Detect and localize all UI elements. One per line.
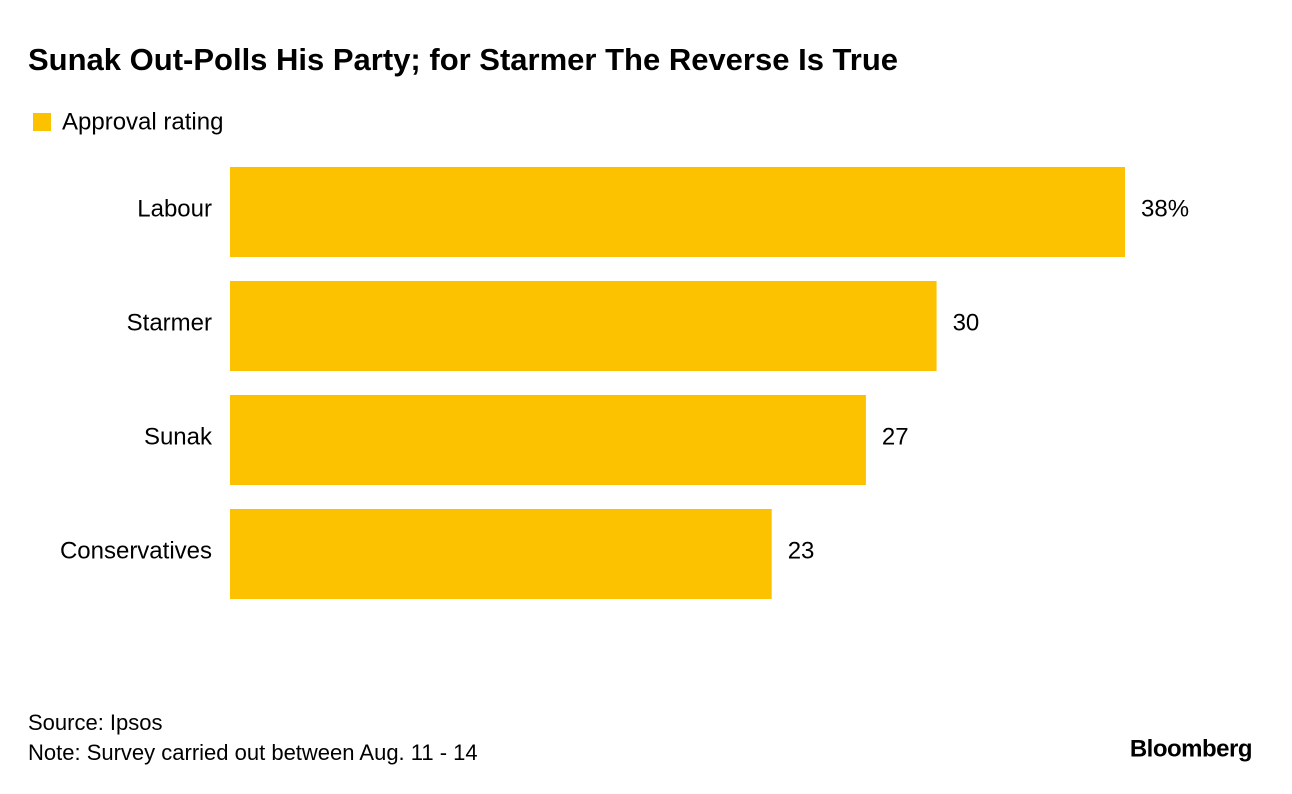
y-tick-label: Sunak [144,423,213,450]
data-label: 30 [953,309,980,336]
bar [230,167,1125,257]
data-label: 38% [1141,195,1189,222]
y-tick-label: Conservatives [60,537,212,564]
brand-logo: Bloomberg [1130,735,1252,762]
bar [230,509,772,599]
bar [230,395,866,485]
source: Source: Ipsos [28,710,163,735]
legend-swatch [33,113,51,131]
chart-title: Sunak Out-Polls His Party; for Starmer T… [28,42,898,77]
y-tick-label: Starmer [127,309,212,336]
data-label: 27 [882,423,909,450]
data-label: 23 [788,537,815,564]
legend-label: Approval rating [62,108,223,135]
note: Note: Survey carried out between Aug. 11… [28,740,478,765]
bar [230,281,937,371]
y-tick-label: Labour [137,195,212,222]
